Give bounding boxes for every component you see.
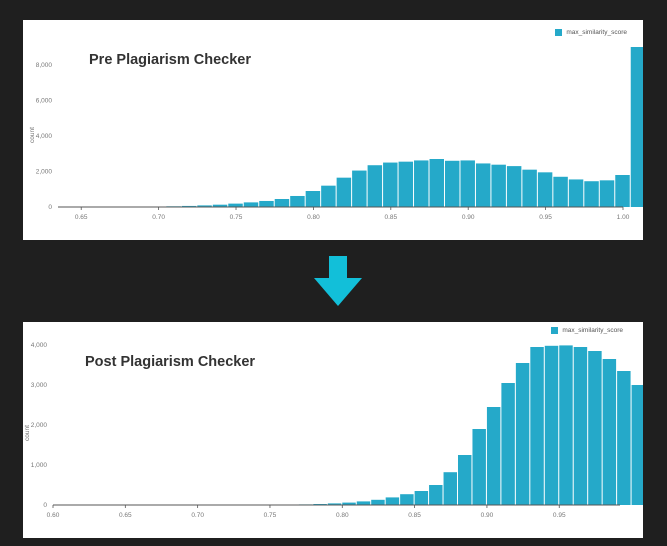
x-tick-label: 0.75 — [264, 512, 277, 519]
y-tick-label: 0 — [48, 204, 52, 211]
histogram-bar — [544, 345, 559, 505]
histogram-bar — [367, 165, 383, 207]
histogram-bar — [630, 47, 643, 207]
legend: max_similarity_score — [555, 29, 627, 36]
histogram-bar — [305, 191, 321, 207]
histogram-bar — [501, 383, 515, 505]
x-tick-label: 1.00 — [617, 214, 630, 221]
histogram-bar — [537, 172, 553, 207]
histogram-bar — [515, 363, 530, 505]
histogram-bar — [383, 162, 398, 207]
histogram-bar — [486, 407, 501, 505]
y-tick-label: 1,000 — [31, 462, 48, 469]
pre-chart-panel: 0.65 0.70 0.75 0.80 0.85 0.90 0.95 1.00 0 2,000 4,… — [23, 20, 643, 240]
histogram-bar — [352, 170, 367, 207]
histogram-bar — [615, 175, 630, 207]
histogram-bar — [460, 160, 475, 207]
histogram-bar — [290, 195, 305, 207]
legend-swatch — [555, 29, 563, 36]
x-tick-label: 0.65 — [119, 512, 132, 519]
histogram-bar — [631, 385, 643, 505]
arrow-down-icon — [314, 256, 362, 306]
histogram-bar — [573, 347, 588, 505]
legend: max_similarity_score — [551, 327, 623, 334]
histogram-bar — [400, 494, 414, 505]
x-tick-label: 0.65 — [75, 214, 88, 221]
histogram-bar — [506, 166, 522, 207]
histogram-bar — [385, 497, 400, 505]
x-tick-label: 0.95 — [539, 214, 552, 221]
histogram-bar — [181, 205, 197, 207]
legend-label: max_similarity_score — [562, 327, 623, 334]
post-histogram: 0.60 0.65 0.70 0.75 0.80 0.85 0.90 0.95 0 1,000 2,… — [24, 342, 643, 519]
histogram-bar — [458, 455, 472, 505]
histogram-bar — [443, 472, 457, 505]
x-tick-label: 0.90 — [481, 512, 494, 519]
x-tick-label: 0.85 — [384, 214, 397, 221]
histogram-bar — [599, 180, 615, 207]
histogram-bar — [429, 485, 443, 505]
histogram-bar — [568, 179, 584, 207]
post-chart-panel: 0.60 0.65 0.70 0.75 0.80 0.85 0.90 0.95 0 1,000 2,… — [23, 322, 643, 538]
y-axis-label: count — [24, 425, 31, 441]
legend-label: max_similarity_score — [566, 29, 627, 36]
y-tick-label: 8,000 — [36, 62, 53, 69]
histogram-bar — [356, 501, 371, 505]
histogram-bar — [491, 164, 506, 207]
x-tick-label: 0.70 — [191, 512, 204, 519]
x-tick-label: 0.95 — [553, 512, 566, 519]
x-tick-label: 0.85 — [408, 512, 421, 519]
histogram-bar — [414, 160, 429, 207]
histogram-bar — [553, 176, 568, 207]
histogram-bar — [475, 163, 491, 207]
x-tick-label: 0.75 — [230, 214, 243, 221]
y-tick-label: 2,000 — [36, 168, 53, 175]
histogram-bar — [371, 499, 385, 505]
x-tick-label: 0.70 — [152, 214, 165, 221]
histogram-bar — [522, 169, 537, 207]
y-tick-label: 0 — [43, 502, 47, 509]
chart-title: Pre Plagiarism Checker — [89, 52, 252, 68]
chart-title: Post Plagiarism Checker — [85, 354, 256, 370]
histogram-bar — [398, 161, 414, 207]
x-tick-label: 0.60 — [47, 512, 60, 519]
legend-swatch — [551, 327, 559, 334]
y-tick-label: 3,000 — [31, 382, 48, 389]
y-axis-label: count — [29, 127, 36, 143]
histogram-bar — [243, 202, 259, 207]
x-tick-label: 0.90 — [462, 214, 475, 221]
y-tick-label: 6,000 — [36, 97, 53, 104]
histogram-bar — [444, 160, 460, 207]
x-tick-label: 0.80 — [307, 214, 320, 221]
histogram-bar — [530, 347, 544, 505]
histogram-bar — [342, 502, 356, 505]
histogram-bar — [584, 181, 599, 207]
x-tick-label: 0.80 — [336, 512, 349, 519]
histogram-bar — [228, 203, 243, 207]
y-tick-label: 2,000 — [31, 422, 48, 429]
histogram-bar — [259, 200, 274, 207]
histogram-bar — [197, 205, 212, 207]
histogram-bar — [559, 345, 573, 505]
histogram-bar — [414, 491, 429, 505]
histogram-bar — [321, 185, 336, 207]
y-tick-label: 4,000 — [31, 342, 48, 349]
histogram-bar — [327, 503, 342, 505]
histogram-bar — [472, 429, 486, 505]
histogram-bar — [336, 177, 352, 207]
histogram-bar — [588, 351, 602, 505]
histogram-bar — [274, 199, 290, 207]
histogram-bar — [617, 371, 631, 505]
histogram-bar — [429, 159, 444, 207]
pre-histogram: 0.65 0.70 0.75 0.80 0.85 0.90 0.95 1.00 0 2,000 4,… — [29, 47, 643, 221]
histogram-bar — [602, 359, 617, 505]
y-tick-label: 4,000 — [36, 133, 53, 140]
histogram-bar — [212, 204, 228, 207]
